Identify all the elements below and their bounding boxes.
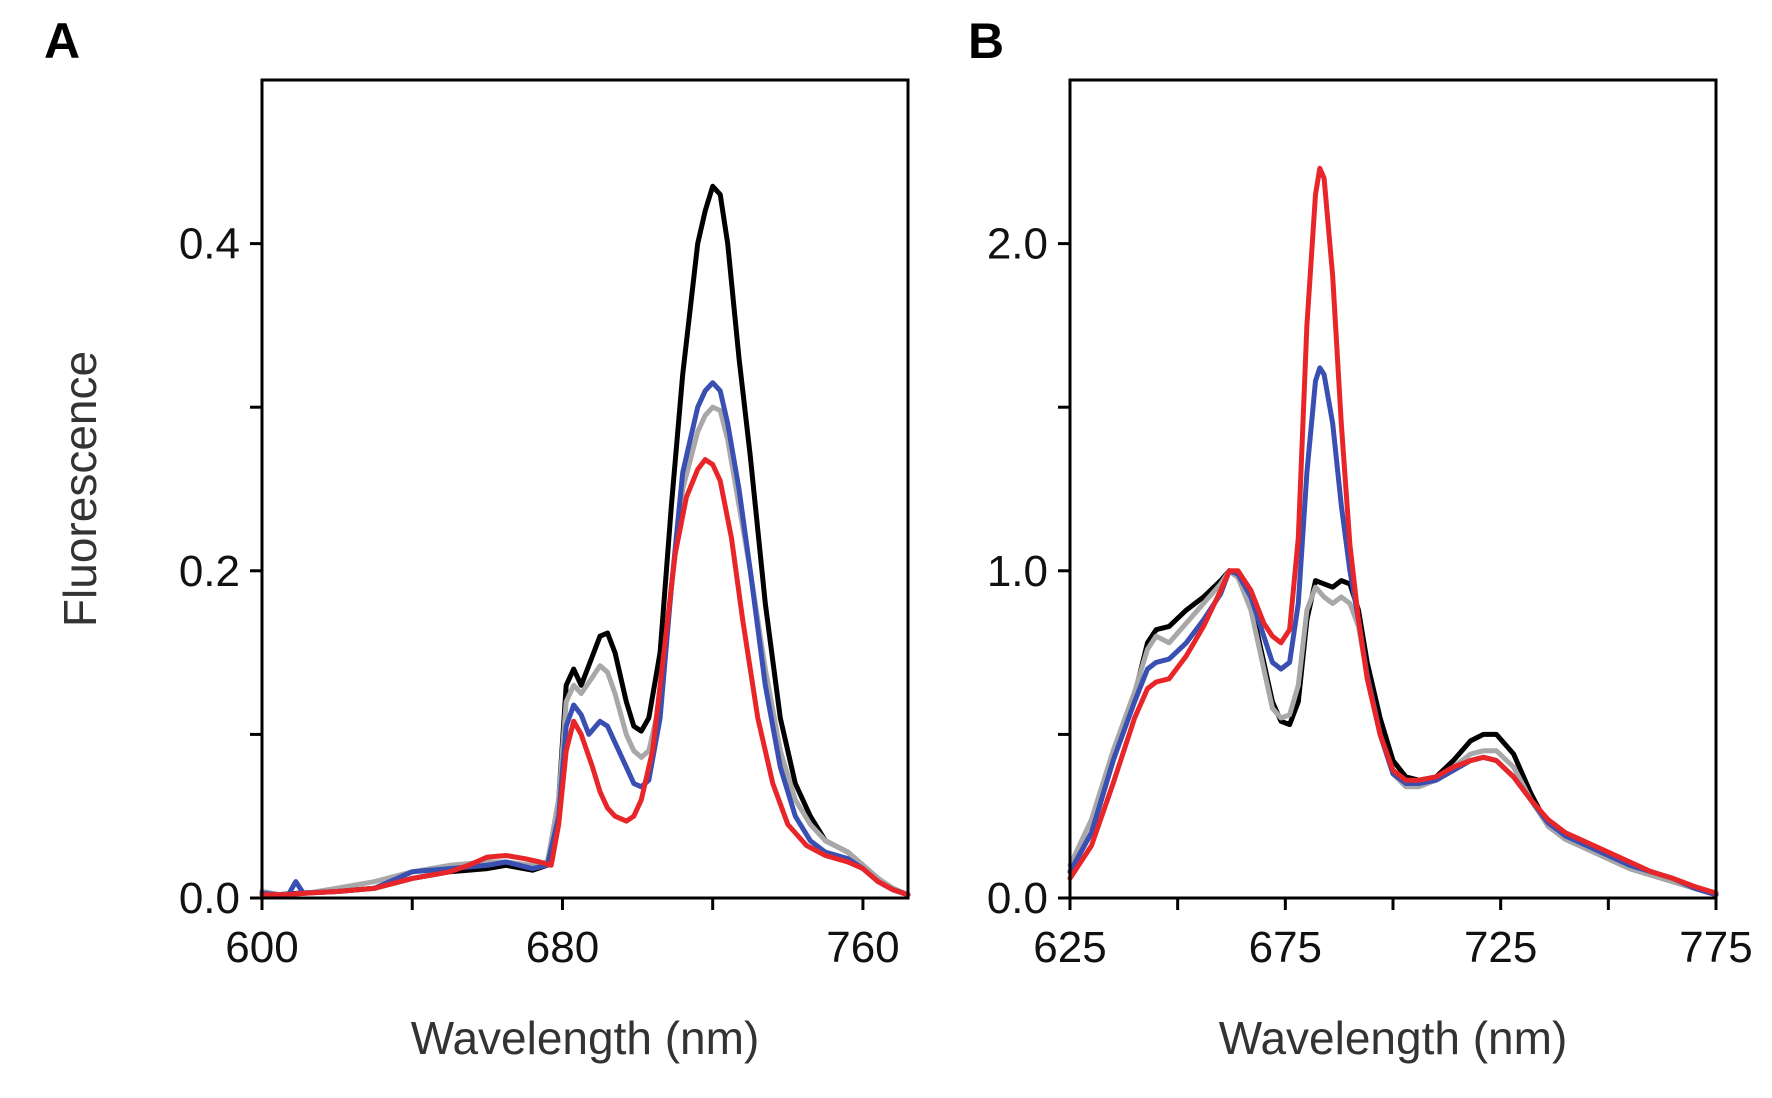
- panel-a-x-tick-label: 760: [826, 923, 899, 972]
- panel-b-x-tick-label: 725: [1464, 923, 1537, 972]
- panel-a-series-red-line: [259, 457, 911, 898]
- panel-a-x-tick-label: 600: [225, 923, 298, 972]
- panel-a-x-axis-label: Wavelength (nm): [411, 1012, 760, 1064]
- panel-b-x-tick-label: 625: [1033, 923, 1106, 972]
- panel-b-letter: B: [968, 13, 1004, 69]
- panel-a-series: [259, 183, 911, 898]
- panel-a-letter: A: [44, 13, 80, 69]
- panel-a-y-tick-label: 0.0: [179, 874, 240, 923]
- panel-b-y-tick-label: 2.0: [987, 220, 1048, 269]
- panel-b-series: [1067, 165, 1719, 898]
- panel-a-y-axis-label: Fluorescence: [54, 351, 106, 627]
- panel-b-y-tick-label: 0.0: [987, 874, 1048, 923]
- panel-a-ticks: [250, 242, 865, 910]
- panel-b-x-axis-label: Wavelength (nm): [1219, 1012, 1568, 1064]
- panel-a-series-gray-line: [259, 404, 911, 898]
- panel-b-x-tick-label: 775: [1679, 923, 1752, 972]
- panel-a-tick-labels: 600 680 760 0.0 0.2 0.4: [179, 220, 900, 972]
- panel-b-ticks: [1058, 242, 1718, 910]
- panel-b: B 625 675 725 775 0.0 1.0 2.0 Wavelength (nm): [968, 13, 1753, 1064]
- panel-a-series-black-line: [259, 183, 911, 898]
- panel-b-series-blue-line: [1067, 365, 1719, 898]
- panel-a-x-tick-label: 680: [526, 923, 599, 972]
- panel-b-x-tick-label: 675: [1249, 923, 1322, 972]
- panel-a-y-tick-label: 0.2: [179, 547, 240, 596]
- panel-a-plot-frame: [260, 78, 910, 900]
- panel-a-series-blue-line: [259, 380, 911, 898]
- panel-b-series-black-line: [1067, 568, 1719, 898]
- panel-b-series-gray-line: [1067, 568, 1719, 898]
- panel-b-tick-labels: 625 675 725 775 0.0 1.0 2.0: [987, 220, 1753, 972]
- panel-a-y-tick-label: 0.4: [179, 220, 240, 269]
- panel-b-y-tick-label: 1.0: [987, 547, 1048, 596]
- panel-a: A 600 680 760 0.0 0.2 0.4 Wavelength (nm) Flu…: [44, 13, 911, 1064]
- panel-b-series-red-line: [1067, 165, 1719, 896]
